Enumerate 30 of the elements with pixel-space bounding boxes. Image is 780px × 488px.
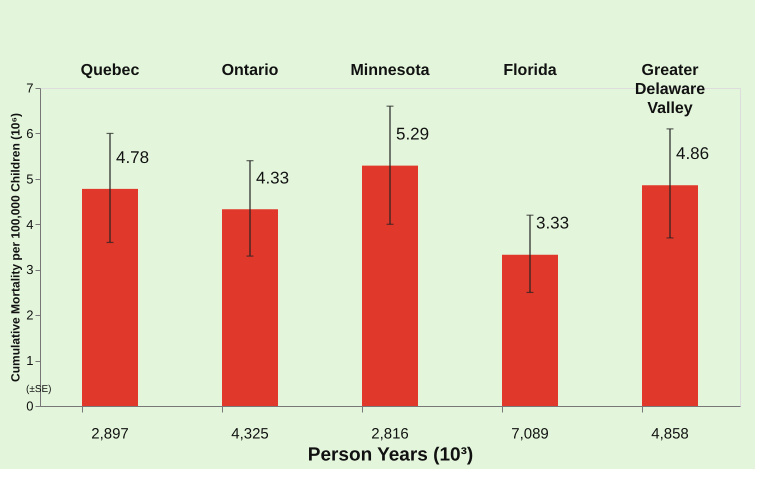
x-axis-title: Person Years (10³) (308, 444, 474, 466)
y-tick-label: 5 (26, 171, 34, 186)
y-tick-label: 2 (26, 308, 34, 323)
bar (502, 254, 558, 406)
y-tick-label: 6 (26, 126, 34, 141)
data-label: 5.29 (396, 124, 430, 144)
text: Quebec (80, 62, 140, 79)
annotation: Greater Delaware Valley (634, 62, 706, 117)
y-tick-label: 3 (26, 262, 34, 278)
bar (642, 185, 698, 406)
data-label: 4.78 (116, 148, 150, 167)
x-tick-label: 2,897 (91, 426, 129, 442)
y-tick-label: 1 (26, 353, 34, 368)
text: Minnesota (350, 62, 430, 79)
x-tick-label: 4,325 (231, 426, 269, 442)
x-tick-label: 7,089 (511, 426, 549, 442)
y-tick-label: 7 (26, 80, 34, 96)
x-tick-label: 4,858 (651, 426, 689, 442)
data-label: 4.33 (256, 168, 290, 188)
y-axis-title: Cumulative Mortality per 100,000 Children (10⁶) (8, 113, 22, 382)
data-label: 4.86 (676, 144, 710, 164)
bar (82, 188, 138, 406)
text: Florida (503, 62, 557, 79)
y-tick-label: 4 (26, 216, 34, 232)
data-label: 3.33 (536, 214, 570, 233)
bar (362, 166, 418, 406)
text: Ontario (222, 62, 279, 79)
x-tick-label: 2,816 (371, 426, 409, 442)
bar (222, 209, 278, 406)
y-tick-label: 0 (26, 398, 34, 414)
